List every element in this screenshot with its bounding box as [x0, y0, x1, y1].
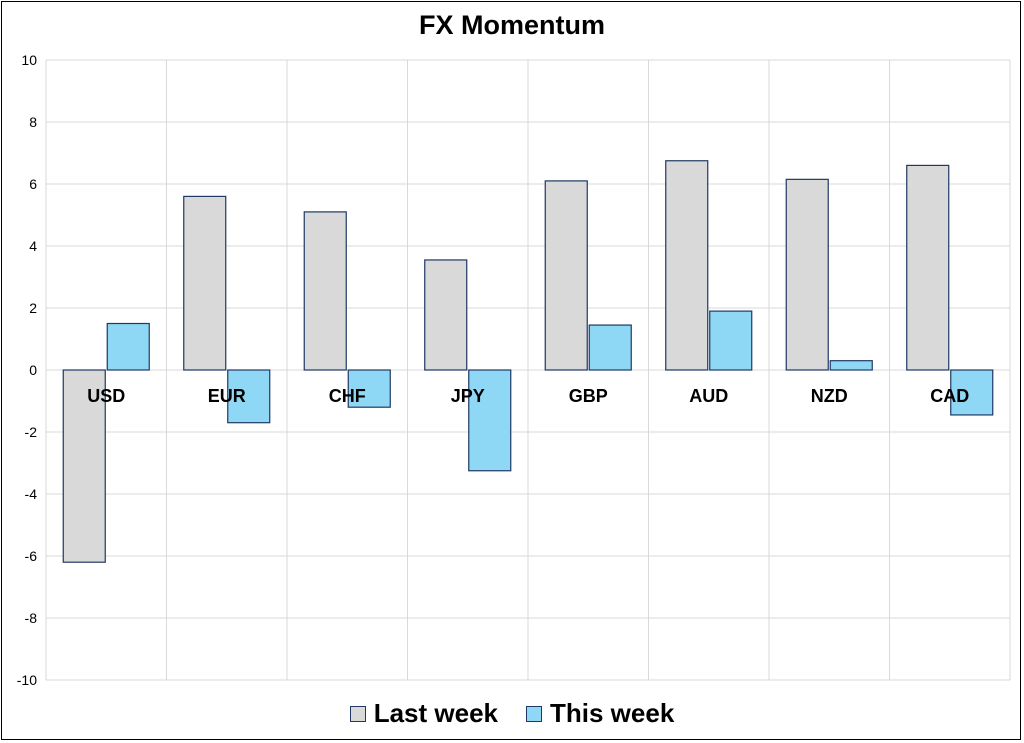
- legend-item-this-week: This week: [526, 698, 674, 729]
- legend-swatch-this-week: [526, 705, 542, 722]
- legend-swatch-last-week: [349, 705, 366, 722]
- x-tick-label: JPY: [451, 386, 485, 406]
- y-tick-label: 10: [21, 52, 37, 68]
- x-tick-label: GBP: [569, 386, 608, 406]
- y-tick-label: -2: [25, 424, 38, 440]
- y-tick-label: 2: [29, 300, 37, 316]
- legend: Last week This week: [0, 698, 1024, 729]
- y-tick-label: 6: [29, 176, 37, 192]
- bar-this-week-aud: [709, 310, 753, 371]
- y-tick-label: -4: [25, 486, 38, 502]
- x-tick-label: EUR: [208, 386, 246, 406]
- bar-last-week-chf: [303, 211, 347, 371]
- x-tick-label: AUD: [689, 386, 728, 406]
- bar-this-week-usd: [106, 322, 150, 371]
- bar-last-week-usd: [62, 369, 106, 563]
- bar-last-week-cad: [906, 164, 950, 371]
- bar-this-week-chf: [347, 369, 391, 408]
- bar-this-week-jpy: [468, 369, 512, 472]
- chart-title: FX Momentum: [419, 10, 605, 40]
- bar-last-week-eur: [183, 195, 227, 371]
- bar-this-week-gbp: [588, 324, 632, 371]
- bar-last-week-jpy: [424, 259, 468, 371]
- y-tick-label: 0: [29, 362, 37, 378]
- legend-label-last-week: Last week: [373, 698, 498, 728]
- y-tick-label: 8: [29, 114, 37, 130]
- y-tick-label: -10: [17, 672, 37, 688]
- legend-item-last-week: Last week: [349, 698, 498, 729]
- legend-label-this-week: This week: [550, 698, 675, 728]
- bar-this-week-cad: [950, 369, 994, 416]
- x-tick-label: USD: [87, 386, 125, 406]
- bar-this-week-eur: [227, 369, 271, 424]
- bar-this-week-nzd: [829, 360, 873, 371]
- y-tick-label: 4: [29, 238, 37, 254]
- x-tick-label: CHF: [329, 386, 366, 406]
- x-tick-label: CAD: [930, 386, 969, 406]
- y-tick-label: -8: [25, 610, 38, 626]
- bar-last-week-gbp: [544, 180, 588, 371]
- bar-last-week-nzd: [785, 178, 829, 371]
- bar-last-week-aud: [665, 160, 709, 371]
- y-tick-label: -6: [25, 548, 38, 564]
- x-tick-label: NZD: [811, 386, 848, 406]
